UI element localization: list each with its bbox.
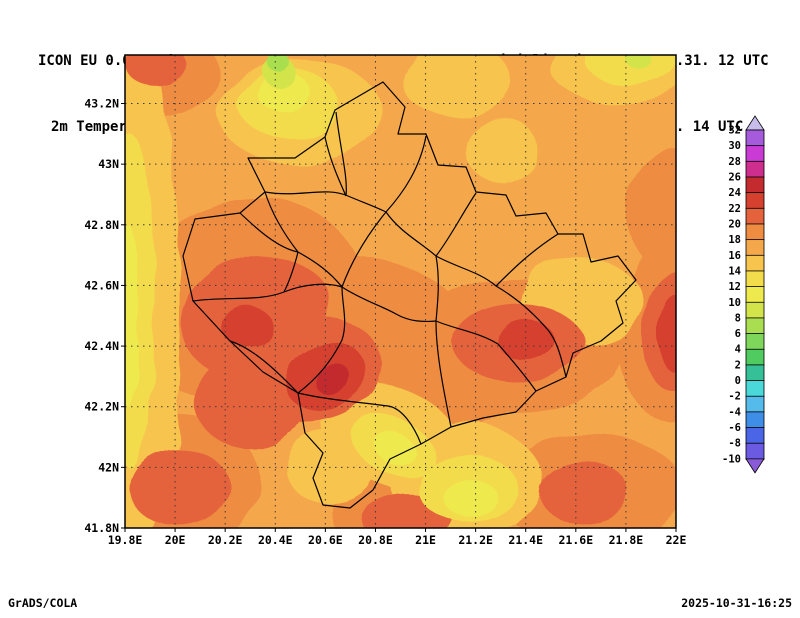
colorbar-band — [745, 317, 765, 335]
colorbar-band — [745, 411, 765, 429]
x-tick-label: 21.6E — [559, 533, 594, 547]
colorbar-tick-label: 4 — [735, 344, 741, 356]
colorbar-tick-label: 12 — [728, 281, 741, 293]
colorbar-band — [745, 176, 765, 194]
colorbar-tick-label: 6 — [735, 328, 741, 340]
colorbar-tick-label: -4 — [728, 406, 741, 418]
y-tick-label: 42.6N — [84, 278, 119, 292]
plot-frame — [124, 54, 677, 529]
colorbar-tick-label: 22 — [728, 203, 741, 215]
colorbar-tick-label: 28 — [728, 156, 741, 168]
colorbar-tick-label: 30 — [728, 140, 741, 152]
colorbar-band — [745, 286, 765, 304]
grads-credit: GrADS/COLA — [8, 596, 78, 610]
colorbar-band — [745, 239, 765, 257]
colorbar-band — [745, 192, 765, 210]
colorbar-band — [745, 254, 765, 272]
colorbar-tick-label: -8 — [728, 438, 741, 450]
x-tick-label: 20.4E — [258, 533, 293, 547]
x-tick-label: 20E — [165, 533, 186, 547]
colorbar-min-arrow — [745, 458, 765, 474]
colorbar-tick-label: 8 — [735, 312, 741, 324]
x-tick-label: 21.4E — [508, 533, 543, 547]
colorbar-tick-label: 16 — [728, 250, 741, 262]
colorbar-tick-label: 0 — [735, 375, 741, 387]
x-tick-label: 21E — [415, 533, 436, 547]
colorbar-band — [745, 442, 765, 460]
colorbar-tick-label: 2 — [735, 359, 741, 371]
lat-lon-grid — [125, 55, 676, 528]
colorbar-tick-label: -10 — [722, 453, 741, 465]
y-tick-label: 42N — [98, 460, 119, 474]
colorbar-band — [745, 129, 765, 147]
y-tick-label: 41.8N — [84, 521, 119, 535]
y-tick-label: 43N — [98, 157, 119, 171]
colorbar-band — [745, 348, 765, 366]
colorbar-tick-label: 20 — [728, 218, 741, 230]
colorbar-band — [745, 301, 765, 319]
y-tick-label: 43.2N — [84, 97, 119, 111]
colorbar-band — [745, 223, 765, 241]
x-tick-label: 19.8E — [108, 533, 143, 547]
axis-labels: 19.8E 20E 20.2E 20.4E 20.6E 20.8E 21E 21.2E 21.4… — [84, 97, 686, 547]
colorbar-tick-label: 14 — [728, 265, 741, 277]
admin-boundaries — [182, 81, 637, 509]
x-tick-label: 21.2E — [458, 533, 493, 547]
colorbar-band — [745, 145, 765, 163]
y-tick-label: 42.2N — [84, 400, 119, 414]
creation-timestamp: 2025-10-31-16:25 — [681, 596, 792, 610]
colorbar-band — [745, 333, 765, 351]
colorbar-tick-label: 18 — [728, 234, 741, 246]
colorbar-tick-label: 24 — [728, 187, 741, 199]
colorbar-tick-label: 10 — [728, 297, 741, 309]
colorbar-band — [745, 207, 765, 225]
colorbar-band — [745, 380, 765, 398]
colorbar-tick-label: -2 — [728, 391, 741, 403]
x-tick-label: 20.8E — [358, 533, 393, 547]
colorbar-tick-label: 26 — [728, 171, 741, 183]
colorbar-tick-label: 32 — [728, 125, 741, 137]
colorbar-band — [745, 427, 765, 445]
x-tick-label: 21.8E — [609, 533, 644, 547]
colorbar-band — [745, 270, 765, 288]
x-tick-label: 20.2E — [208, 533, 243, 547]
x-tick-label: 22E — [666, 533, 687, 547]
temperature-field — [125, 55, 676, 528]
y-tick-label: 42.4N — [84, 339, 119, 353]
colorbar-band — [745, 364, 765, 382]
x-tick-label: 20.6E — [308, 533, 343, 547]
colorbar-tick-label: -6 — [728, 422, 741, 434]
y-tick-label: 42.8N — [84, 218, 119, 232]
colorbar-band — [745, 160, 765, 178]
colorbar-band — [745, 395, 765, 413]
colorbar-max-arrow — [745, 115, 765, 131]
